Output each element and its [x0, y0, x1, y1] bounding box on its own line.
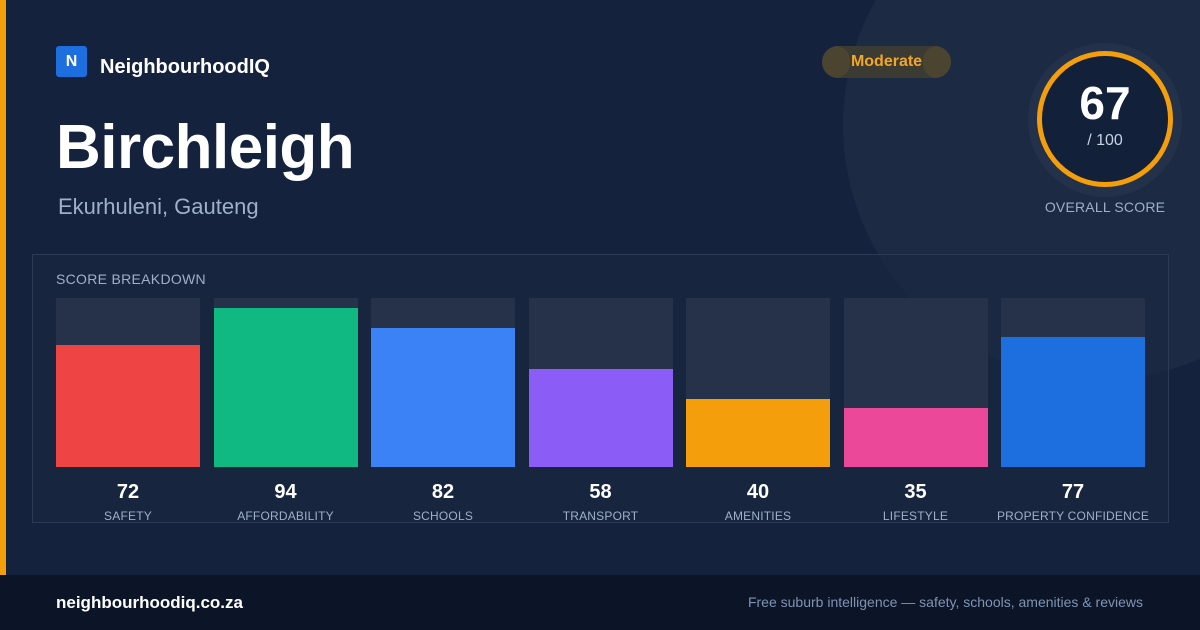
bar-track: [843, 298, 988, 467]
bar-value: 94: [274, 481, 297, 503]
accent-bar: [0, 0, 6, 575]
bar-fill: [213, 308, 358, 467]
brand-name: NeighbourhoodIQ: [100, 56, 270, 78]
logo-letter: N: [65, 52, 78, 70]
bar-column: 72 SAFETY: [56, 298, 200, 524]
bar-fill: [1001, 337, 1145, 467]
bar-column: 40 AMENITIES: [686, 298, 830, 524]
bar-value: 72: [116, 481, 140, 503]
rating-badge: Moderate: [822, 46, 951, 78]
bar-fill: [686, 399, 830, 467]
bar-column: 77 PROPERTY CONFIDENCE: [997, 298, 1149, 524]
bar-track: [528, 298, 673, 467]
footer-tagline: Free suburb intelligence — safety, schoo…: [747, 594, 1143, 610]
brand-logo-icon: N: [56, 46, 87, 77]
bar-label: SCHOOLS: [412, 509, 474, 523]
bar-value: 58: [589, 481, 612, 503]
bar-column: 94 AFFORDABILITY: [213, 298, 358, 524]
bar-fill: [843, 408, 988, 467]
bar-track: [686, 298, 830, 467]
score-breakdown-title: SCORE BREAKDOWN: [56, 271, 206, 287]
bar-fill: [56, 345, 200, 467]
bar-track: [371, 298, 515, 467]
bar-label: AMENITIES: [724, 509, 792, 523]
suburb-region: Ekurhuleni, Gauteng: [58, 194, 259, 219]
bar-value: 35: [904, 481, 927, 503]
bar-track: [56, 298, 200, 467]
rating-label: Moderate: [850, 53, 923, 70]
bar-value: 40: [746, 481, 770, 503]
overall-score-max: / 100: [1087, 132, 1123, 149]
bar-column: 82 SCHOOLS: [371, 298, 515, 524]
footer: [0, 575, 1200, 630]
overall-score-label: OVERALL SCORE: [1044, 199, 1166, 215]
bar-column: 58 TRANSPORT: [528, 298, 673, 524]
bar-track: [1001, 298, 1145, 467]
bar-track: [213, 298, 358, 467]
bar-label: AFFORDABILITY: [237, 509, 334, 523]
bar-label: LIFESTYLE: [882, 509, 949, 523]
suburb-name: Birchleigh: [56, 113, 355, 182]
bar-column: 35 LIFESTYLE: [843, 298, 988, 524]
bar-value: 77: [1061, 481, 1085, 503]
bar-label: PROPERTY CONFIDENCE: [996, 509, 1150, 523]
bar-fill: [371, 328, 515, 467]
bar-label: TRANSPORT: [562, 509, 639, 523]
bar-value: 82: [431, 481, 455, 503]
overall-score-value: 67: [1079, 77, 1131, 129]
footer-url: neighbourhoodiq.co.za: [56, 593, 243, 612]
bar-label: SAFETY: [104, 509, 152, 523]
bar-fill: [528, 369, 673, 467]
overall-score-ring: [1037, 51, 1173, 187]
